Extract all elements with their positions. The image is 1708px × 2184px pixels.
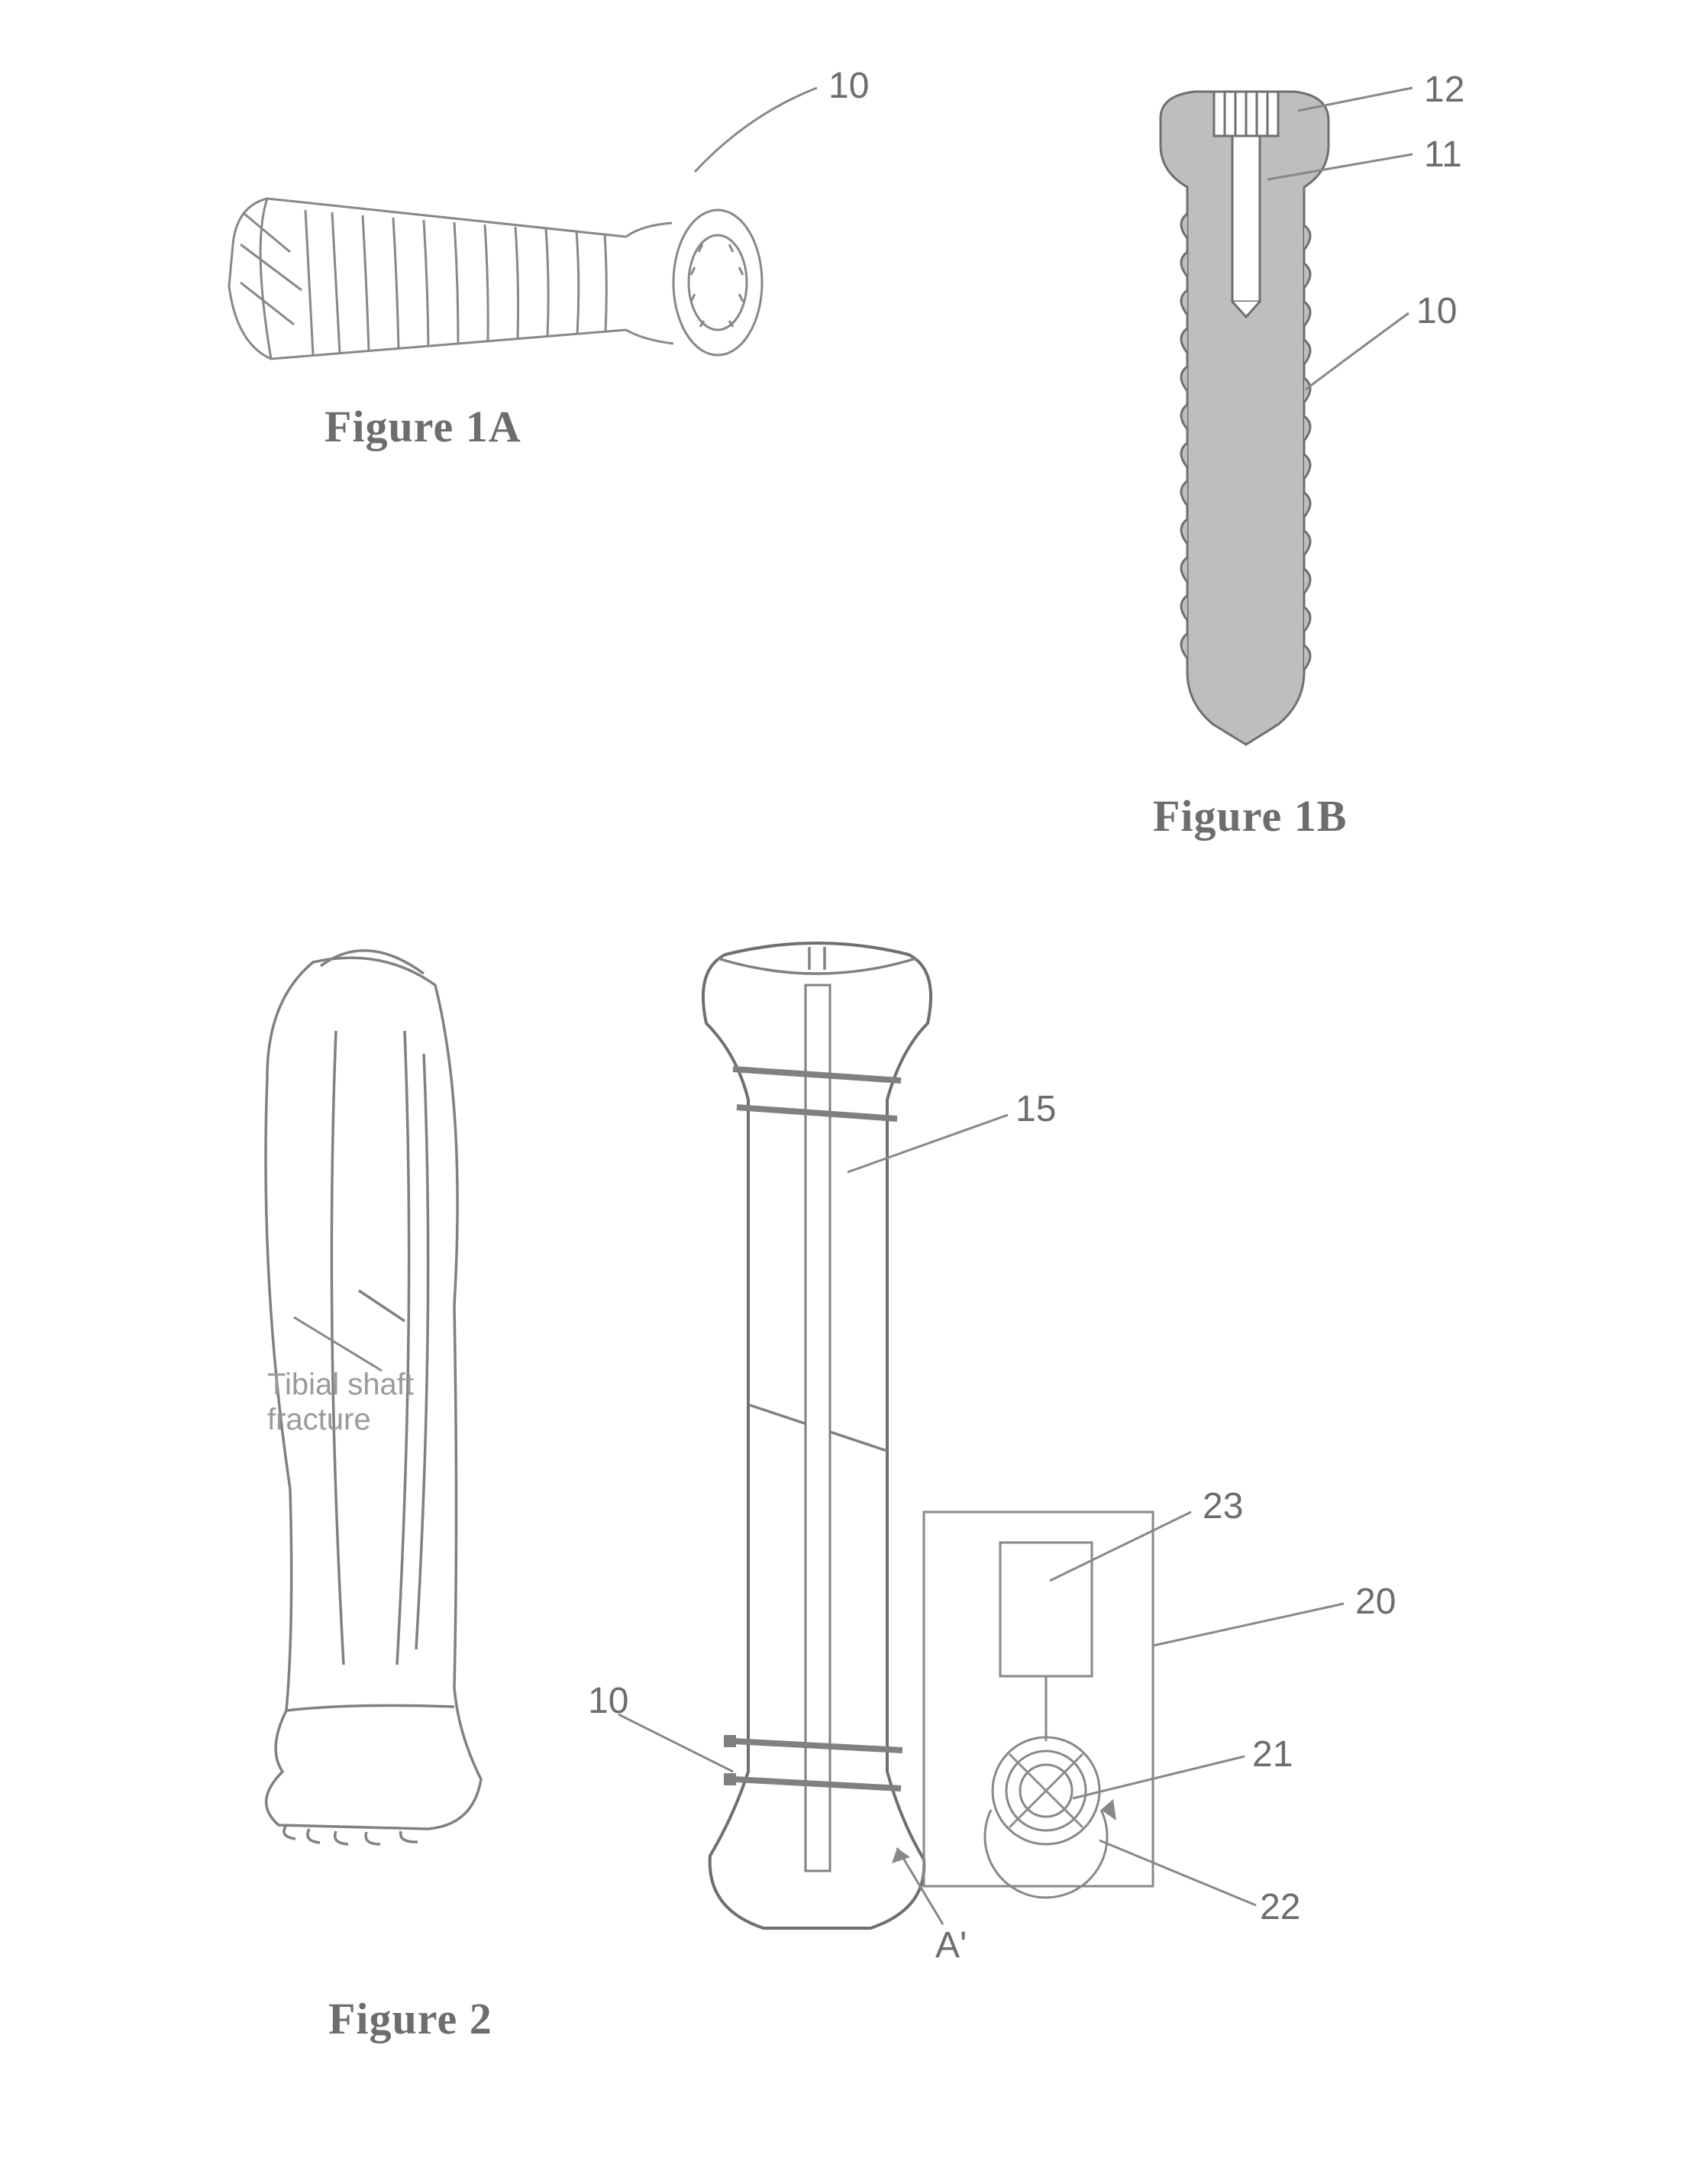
fig2-aprime-arrow: [870, 1817, 993, 1940]
axis-aprime: A': [935, 1924, 967, 1966]
fig1b-label: Figure 1B: [1153, 790, 1347, 842]
callout-20: 20: [1355, 1581, 1396, 1623]
callout-10-fig1a: 10: [828, 65, 869, 107]
callout-12: 12: [1424, 69, 1464, 111]
callout-22: 22: [1260, 1886, 1300, 1928]
callout-21: 21: [1252, 1733, 1293, 1775]
fig1a-leadline-10: [687, 69, 916, 221]
fig2-tibial-lead: [283, 1313, 435, 1390]
callout-10-fig1b: 10: [1416, 290, 1457, 332]
callout-10-fig2: 10: [588, 1680, 628, 1722]
patent-figure-page: 10 Figure 1A: [0, 0, 1708, 2184]
fig2-lead-10: [607, 1699, 760, 1791]
callout-15: 15: [1015, 1088, 1056, 1130]
fig2-label: Figure 2: [328, 1993, 492, 2044]
fig1a-label: Figure 1A: [324, 401, 521, 452]
callout-11: 11: [1424, 134, 1462, 176]
fig2-lead-20: [1138, 1585, 1382, 1676]
callout-23: 23: [1203, 1485, 1243, 1527]
